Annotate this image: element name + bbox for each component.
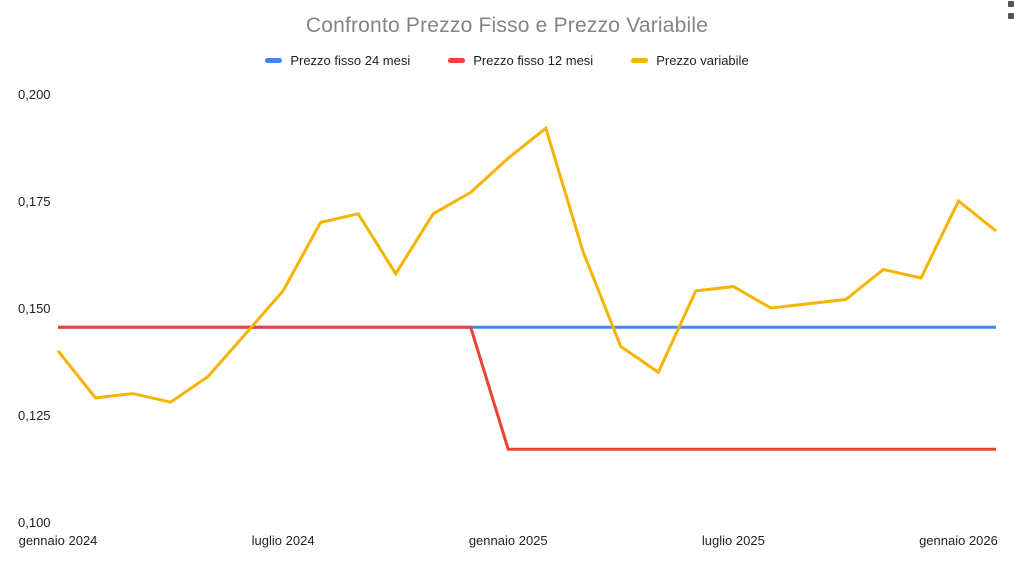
x-axis-tick-label: luglio 2024 [251,533,315,548]
kebab-dot [1008,1,1014,7]
legend-item-prezzo-fisso-12-mesi[interactable]: Prezzo fisso 12 mesi [448,53,593,68]
y-axis-tick-label: 0,175 [18,193,51,209]
x-axis-tick-label: gennaio 2025 [468,533,548,548]
chart-title: Confronto Prezzo Fisso e Prezzo Variabil… [305,14,709,37]
x-axis-tick-label: gennaio 2024 [18,533,98,548]
legend-swatch-blue [265,58,283,63]
y-axis-tick-label: 0,125 [18,407,51,423]
series-line-prezzo-variabile[interactable] [56,125,997,404]
kebab-menu-icon[interactable] [1006,1,1014,29]
legend-swatch-yellow [631,58,649,63]
y-axis-tick-label: 0,200 [18,86,51,102]
legend-item-prezzo-variabile[interactable]: Prezzo variabile [631,53,749,68]
y-axis-tick-label: 0,150 [18,300,51,316]
x-axis-tick-label: luglio 2025 [701,533,765,548]
legend-item-prezzo-fisso-24-mesi[interactable]: Prezzo fisso 24 mesi [265,53,410,68]
legend-swatch-red [448,58,466,63]
legend-label: Prezzo variabile [656,53,749,68]
kebab-dot [1008,13,1014,19]
chart-legend: Prezzo fisso 24 mesi Prezzo fisso 12 mes… [0,53,1014,68]
legend-label: Prezzo fisso 24 mesi [290,53,411,68]
x-axis-tick-label: gennaio 2026 [919,533,998,548]
y-axis-tick-label: 0,100 [18,514,51,530]
series-line-prezzo-fisso-12-mesi[interactable] [58,325,996,451]
legend-label: Prezzo fisso 12 mesi [473,53,594,68]
